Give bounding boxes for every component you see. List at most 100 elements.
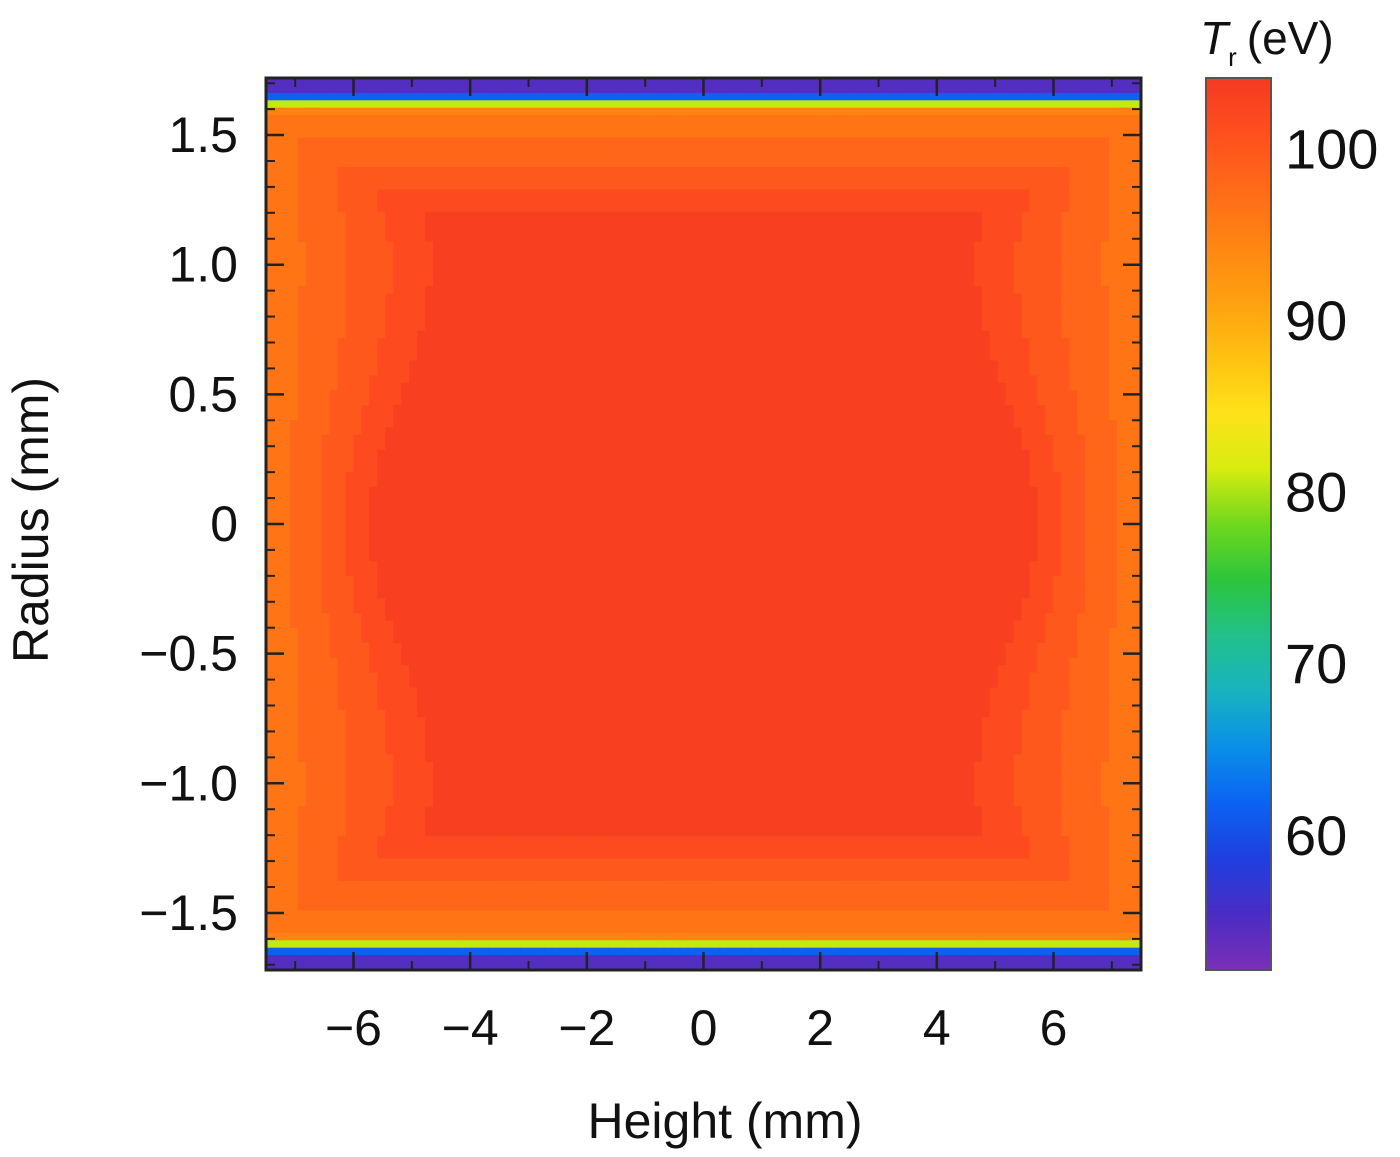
heatmap-cell bbox=[973, 323, 983, 332]
heatmap-cell bbox=[822, 301, 832, 310]
heatmap-cell bbox=[926, 360, 935, 369]
heatmap-cell bbox=[441, 144, 450, 153]
heatmap-cell bbox=[1101, 308, 1110, 317]
heatmap-cell bbox=[663, 375, 673, 384]
heatmap-cell bbox=[695, 159, 705, 168]
heatmap-cell bbox=[417, 189, 426, 198]
heatmap-cell bbox=[918, 241, 927, 250]
heatmap-cell bbox=[798, 315, 808, 324]
heatmap-cell bbox=[894, 360, 903, 369]
heatmap-cell bbox=[377, 226, 386, 235]
heatmap-cell bbox=[1053, 241, 1063, 250]
heatmap-cell bbox=[552, 167, 561, 176]
heatmap-cell bbox=[496, 382, 506, 391]
heatmap-cell bbox=[480, 78, 490, 87]
heatmap-cell bbox=[1061, 137, 1070, 146]
heatmap-cell bbox=[910, 338, 919, 347]
heatmap-cell bbox=[886, 278, 895, 287]
heatmap-cell bbox=[886, 345, 895, 354]
heatmap-cell bbox=[1117, 367, 1126, 376]
heatmap-cell bbox=[1077, 122, 1086, 131]
heatmap-cell bbox=[1085, 174, 1094, 183]
heatmap-cell bbox=[576, 405, 585, 414]
heatmap-cell bbox=[409, 271, 418, 280]
heatmap-cell bbox=[751, 137, 760, 146]
heatmap-cell bbox=[1085, 353, 1094, 362]
heatmap-cell bbox=[528, 196, 538, 205]
heatmap-cell bbox=[989, 137, 999, 146]
heatmap-cell bbox=[552, 211, 561, 220]
heatmap-cell bbox=[504, 78, 514, 87]
heatmap-cell bbox=[568, 159, 577, 168]
heatmap-cell bbox=[544, 78, 553, 87]
heatmap-cell bbox=[536, 360, 545, 369]
heatmap-cell bbox=[751, 226, 760, 235]
heatmap-cell bbox=[393, 397, 402, 406]
heatmap-cell bbox=[870, 152, 880, 161]
heatmap-cell bbox=[966, 204, 975, 213]
heatmap-cell bbox=[560, 286, 569, 295]
heatmap-cell bbox=[806, 196, 816, 205]
heatmap-cell bbox=[1117, 204, 1126, 213]
heatmap-cell bbox=[775, 211, 784, 220]
heatmap-cell bbox=[862, 278, 872, 287]
heatmap-cell bbox=[814, 323, 824, 332]
heatmap-cell bbox=[377, 85, 386, 94]
heatmap-cell bbox=[353, 286, 363, 295]
heatmap-cell bbox=[584, 360, 593, 369]
heatmap-cell bbox=[966, 345, 975, 354]
heatmap-cell bbox=[584, 85, 593, 94]
heatmap-cell bbox=[1037, 286, 1047, 295]
heatmap-cell bbox=[687, 100, 697, 109]
heatmap-cell bbox=[1069, 92, 1078, 101]
heatmap-cell bbox=[401, 248, 410, 257]
heatmap-cell bbox=[894, 367, 903, 376]
heatmap-cell bbox=[639, 293, 649, 302]
heatmap-cell bbox=[289, 174, 299, 183]
heatmap-cell bbox=[950, 353, 959, 362]
heatmap-cell bbox=[814, 315, 824, 324]
heatmap-cell bbox=[409, 241, 418, 250]
heatmap-cell bbox=[385, 152, 394, 161]
heatmap-cell bbox=[647, 152, 657, 161]
heatmap-cell bbox=[1077, 152, 1086, 161]
heatmap-cell bbox=[647, 137, 657, 146]
heatmap-cell bbox=[297, 323, 307, 332]
heatmap-cell bbox=[393, 234, 402, 243]
heatmap-cell bbox=[997, 330, 1007, 339]
heatmap-cell bbox=[902, 405, 911, 414]
heatmap-cell bbox=[472, 219, 482, 228]
heatmap-cell bbox=[361, 263, 370, 272]
heatmap-cell bbox=[623, 115, 633, 124]
heatmap-cell bbox=[337, 330, 347, 339]
heatmap-cell bbox=[441, 226, 450, 235]
heatmap-cell bbox=[647, 256, 657, 265]
heatmap-cell bbox=[966, 167, 975, 176]
heatmap-cell bbox=[870, 211, 880, 220]
heatmap-cell bbox=[830, 85, 840, 94]
heatmap-cell bbox=[687, 107, 697, 116]
heatmap-cell bbox=[433, 338, 442, 347]
heatmap-cell bbox=[1021, 301, 1031, 310]
heatmap-cell bbox=[1053, 301, 1063, 310]
heatmap-cell bbox=[266, 353, 275, 362]
heatmap-cell bbox=[600, 159, 609, 168]
heatmap-cell bbox=[846, 323, 856, 332]
heatmap-cell bbox=[600, 137, 609, 146]
heatmap-cell bbox=[1085, 85, 1094, 94]
heatmap-cell bbox=[695, 345, 705, 354]
heatmap-cell bbox=[592, 353, 601, 362]
heatmap-cell bbox=[281, 382, 291, 391]
heatmap-cell bbox=[1013, 115, 1023, 124]
heatmap-cell bbox=[751, 182, 760, 191]
heatmap-cell bbox=[1085, 152, 1094, 161]
heatmap-cell bbox=[496, 308, 506, 317]
heatmap-cell bbox=[918, 405, 927, 414]
heatmap-cell bbox=[989, 405, 999, 414]
heatmap-cell bbox=[743, 167, 752, 176]
heatmap-cell bbox=[1045, 263, 1055, 272]
heatmap-cell bbox=[798, 308, 808, 317]
heatmap-cell bbox=[464, 353, 474, 362]
heatmap-cell bbox=[671, 301, 681, 310]
heatmap-cell bbox=[433, 226, 442, 235]
